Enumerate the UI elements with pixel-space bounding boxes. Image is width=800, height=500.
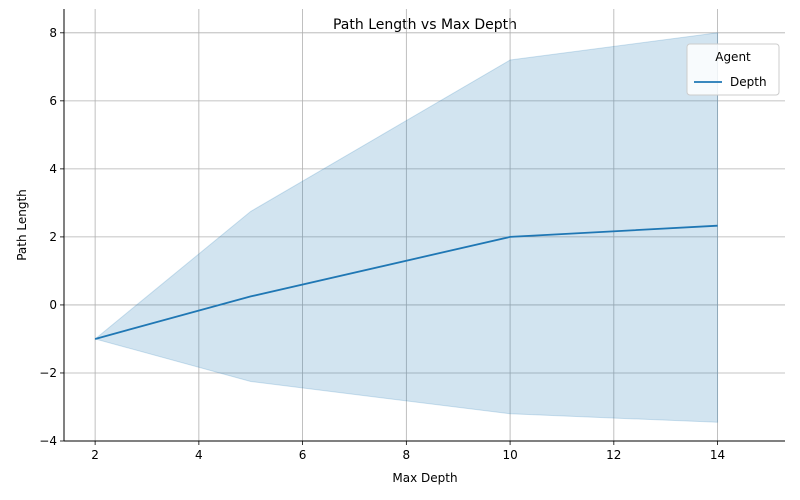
confidence-band — [94, 32, 719, 423]
y-tick-label: 0 — [49, 298, 57, 312]
series-line — [94, 224, 718, 340]
y-tick-label: 8 — [49, 26, 57, 40]
legend-label-depth: Depth — [730, 75, 767, 89]
y-tick-label: 2 — [49, 230, 57, 244]
y-tick-label: 4 — [49, 162, 57, 176]
axes — [63, 9, 785, 442]
y-tick-label: 6 — [49, 94, 57, 108]
x-axis-label: Max Depth — [392, 471, 457, 485]
x-tick-label: 14 — [710, 448, 725, 462]
x-tick-label: 12 — [606, 448, 621, 462]
y-tick-label: −4 — [39, 434, 57, 448]
chart-title: Path Length vs Max Depth — [333, 17, 517, 33]
legend: Agent Depth — [686, 43, 780, 96]
legend-title: Agent — [715, 50, 751, 64]
x-ticks: 2 4 6 8 10 12 14 — [91, 441, 725, 462]
x-tick-label: 2 — [91, 448, 99, 462]
y-axis-label: Path Length — [15, 189, 29, 261]
series-line-layer — [94, 224, 718, 340]
x-tick-label: 6 — [299, 448, 307, 462]
y-ticks: −4 −2 0 2 4 6 8 — [39, 26, 64, 448]
x-tick-label: 10 — [502, 448, 517, 462]
confidence-band-layer — [94, 32, 719, 423]
x-tick-label: 4 — [195, 448, 203, 462]
x-tick-label: 8 — [403, 448, 411, 462]
y-tick-label: −2 — [39, 366, 57, 380]
